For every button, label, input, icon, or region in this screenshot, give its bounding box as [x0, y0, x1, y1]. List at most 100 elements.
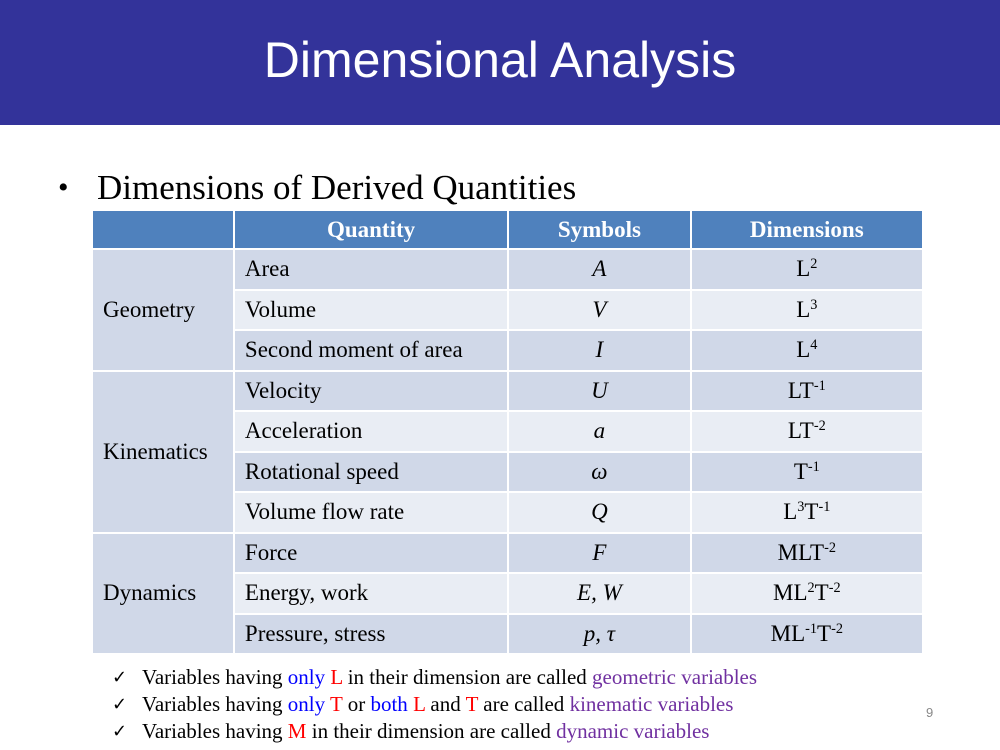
- dimension-base: LT: [787, 377, 814, 403]
- note-segment: L: [325, 665, 343, 689]
- table-row: Geometry Area A L2: [91, 248, 925, 372]
- bullet-text: Dimensions of Derived Quantities: [97, 168, 577, 207]
- category-cell: Kinematics: [91, 369, 235, 534]
- note-segment: Variables having: [142, 719, 288, 743]
- dimension-base: T: [793, 458, 808, 484]
- symbol-cell: U: [507, 369, 692, 412]
- checkmark-icon: ✓: [112, 694, 128, 715]
- table-header-row: Quantity Symbols Dimensions: [91, 209, 925, 250]
- dimension-exponent: 3: [810, 296, 818, 313]
- page-number: 9: [926, 705, 934, 720]
- quantity-cell: Force: [232, 531, 510, 574]
- quantity-cell: Rotational speed: [232, 450, 510, 493]
- dimension-base: ML: [770, 620, 806, 646]
- table-row: Volume V L3: [92, 288, 925, 331]
- note-segment: in their dimension are called: [306, 719, 557, 743]
- checkmark-icon: ✓: [112, 667, 128, 688]
- note-segment: are called: [478, 692, 570, 716]
- symbol-cell: a: [507, 410, 692, 453]
- dimension-cell: L3: [689, 288, 925, 331]
- note-segment: kinematic variables: [569, 692, 734, 716]
- symbol-cell: V: [507, 288, 692, 331]
- dimension-base: ML: [773, 580, 808, 606]
- note-item: ✓ Variables having only T or both L and T…: [112, 691, 757, 718]
- note-segment: Variables having: [142, 665, 288, 689]
- dimension-exponent: -1: [818, 499, 831, 516]
- dimension-cell: T-1: [689, 450, 925, 493]
- dimension-exponent: -1: [807, 458, 820, 475]
- title-bar: Dimensional Analysis: [0, 0, 1000, 125]
- table-row: Volume flow rate Q L3T-1: [92, 491, 925, 534]
- dimension-base: LT: [787, 418, 814, 444]
- note-item: ✓ Variables having M in their dimension a…: [112, 718, 757, 745]
- dimension-exponent: -2: [831, 620, 843, 637]
- dimension-cell: LT-2: [689, 410, 925, 453]
- dimension-exponent: 2: [810, 256, 818, 273]
- quantity-cell: Area: [232, 248, 510, 291]
- note-text: Variables having M in their dimension ar…: [142, 718, 709, 745]
- dimension-exponent: -2: [824, 539, 836, 556]
- dimension-base: L: [796, 337, 811, 363]
- dimension-exponent: -2: [813, 418, 826, 435]
- dimension-base: L: [796, 256, 811, 282]
- note-segment: T: [325, 692, 343, 716]
- symbol-cell: Q: [507, 491, 692, 534]
- dimension-exponent: 3: [797, 499, 805, 516]
- dimension-cell: ML2T-2: [689, 572, 925, 615]
- table-row: Pressure, stress p, τ ML-1T-2: [92, 612, 925, 655]
- dimension-base: T: [804, 499, 819, 525]
- slide-title: Dimensional Analysis: [263, 31, 737, 88]
- note-item: ✓ Variables having only L in their dimens…: [112, 664, 757, 691]
- header-symbols: Symbols: [507, 209, 692, 250]
- note-text: Variables having only T or both L and T …: [142, 691, 733, 718]
- symbol-cell: ω: [507, 450, 692, 493]
- quantity-cell: Velocity: [232, 369, 510, 412]
- quantity-cell: Second moment of area: [232, 329, 510, 372]
- header-quantity: Quantity: [232, 209, 510, 250]
- dimension-cell: LT-1: [689, 369, 925, 412]
- note-segment: L: [407, 692, 426, 716]
- category-cell: Geometry: [91, 248, 235, 372]
- quantity-cell: Energy, work: [232, 572, 510, 615]
- symbol-cell: F: [507, 531, 692, 574]
- table-row: Kinematics Velocity U LT-1: [91, 369, 925, 534]
- quantity-cell: Acceleration: [232, 410, 510, 453]
- checkmark-icon: ✓: [112, 721, 128, 742]
- note-segment: Variables having: [142, 692, 288, 716]
- note-segment: dynamic variables: [556, 719, 710, 743]
- bullet-icon: •: [58, 171, 69, 204]
- note-segment: M: [287, 719, 307, 743]
- dimension-base: T: [814, 580, 829, 606]
- dimension-cell: ML-1T-2: [689, 612, 925, 655]
- dimension-exponent: -2: [828, 580, 841, 597]
- dimension-base: L: [796, 296, 811, 322]
- note-segment: both: [370, 692, 408, 716]
- quantity-cell: Pressure, stress: [232, 612, 510, 655]
- table-row: Acceleration a LT-2: [92, 410, 925, 453]
- dimension-base: MLT: [777, 539, 825, 565]
- dimension-cell: L2: [689, 248, 925, 291]
- symbol-cell: A: [507, 248, 692, 291]
- table-row: Energy, work E, W ML2T-2: [92, 572, 925, 615]
- table-row: Dynamics Force F MLT-2: [91, 531, 925, 655]
- header-dimensions: Dimensions: [689, 209, 925, 250]
- header-category: [91, 209, 235, 250]
- note-segment: or: [342, 692, 371, 716]
- note-segment: only: [287, 665, 326, 689]
- quantity-cell: Volume flow rate: [232, 491, 510, 534]
- dimension-exponent: -1: [813, 377, 826, 394]
- dimension-exponent: -1: [805, 620, 818, 637]
- dimension-cell: L3T-1: [689, 491, 925, 534]
- symbol-cell: E, W: [507, 572, 692, 615]
- note-segment: and: [425, 692, 466, 716]
- quantity-cell: Volume: [232, 288, 510, 331]
- dimension-base: T: [817, 620, 832, 646]
- table-row: Second moment of area I L4: [92, 329, 925, 372]
- note-text: Variables having only L in their dimensi…: [142, 664, 757, 691]
- note-segment: T: [465, 692, 479, 716]
- note-segment: in their dimension are called: [342, 665, 593, 689]
- dimension-base: L: [783, 499, 798, 525]
- note-segment: geometric variables: [592, 665, 758, 689]
- dimensions-table: Quantity Symbols Dimensions Geometry Area…: [91, 209, 925, 655]
- category-cell: Dynamics: [91, 531, 235, 655]
